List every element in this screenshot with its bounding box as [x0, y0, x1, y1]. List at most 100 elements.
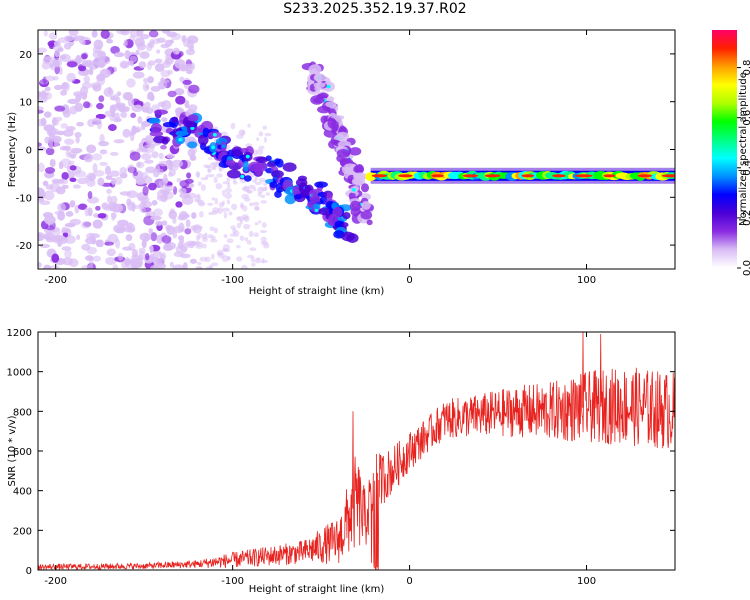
trace-hotspot	[178, 137, 183, 142]
noise-blob	[118, 104, 126, 113]
noise-blob	[224, 187, 232, 194]
y-tick-label: 400	[13, 487, 32, 498]
noise-blob	[96, 73, 106, 82]
noise-blob	[109, 111, 114, 122]
noise-blob	[209, 239, 218, 243]
noise-blob	[74, 132, 82, 138]
noise-blob	[139, 51, 150, 59]
noise-blob	[38, 262, 42, 268]
noise-blob	[76, 177, 88, 185]
noise-blob	[226, 177, 231, 182]
trace-blob	[360, 210, 373, 220]
noise-blob	[97, 50, 106, 59]
noise-blob	[207, 234, 213, 239]
trace-blob	[148, 117, 161, 125]
trace-blob	[149, 130, 164, 137]
noise-blob	[110, 195, 118, 204]
spectrogram-blobs	[38, 30, 675, 269]
noise-blob	[131, 257, 144, 267]
noise-blob	[108, 124, 117, 132]
trace-hotspot	[326, 84, 331, 89]
noise-blob	[57, 202, 67, 212]
noise-blob	[120, 111, 128, 119]
tone-core	[371, 174, 388, 178]
noise-blob	[174, 88, 185, 96]
noise-blob	[150, 232, 158, 242]
noise-blob	[175, 201, 183, 208]
noise-blob	[86, 144, 97, 154]
noise-blob	[211, 167, 217, 171]
noise-blob	[253, 201, 260, 206]
trace-blob	[317, 105, 331, 114]
trace-hotspot	[211, 145, 216, 150]
noise-blob	[177, 235, 185, 241]
noise-blob	[43, 124, 55, 132]
noise-blob	[134, 37, 145, 48]
trace-hotspot	[314, 208, 319, 213]
trace-blob	[353, 177, 364, 186]
noise-blob	[38, 190, 46, 199]
noise-blob	[247, 189, 252, 194]
tone-core	[462, 174, 479, 178]
noise-blob	[75, 136, 80, 144]
noise-blob	[81, 53, 88, 60]
noise-blob	[98, 95, 105, 103]
noise-blob	[84, 206, 89, 217]
noise-blob	[66, 72, 76, 83]
noise-blob	[44, 136, 51, 144]
noise-blob	[110, 151, 119, 156]
noise-blob	[177, 241, 184, 250]
noise-blob	[160, 144, 167, 150]
noise-blob	[45, 225, 56, 231]
noise-blob	[67, 160, 75, 166]
noise-blob	[74, 170, 87, 178]
noise-blob	[182, 79, 192, 85]
noise-blob	[81, 264, 94, 269]
trace-hotspot	[212, 132, 217, 137]
x-tick-label: 100	[577, 275, 596, 286]
x-tick-label: -100	[221, 576, 244, 587]
noise-blob	[99, 149, 108, 155]
noise-blob	[242, 223, 251, 230]
noise-blob	[112, 264, 119, 269]
noise-blob	[148, 30, 159, 38]
trace-blob	[342, 211, 351, 220]
noise-blob	[119, 191, 132, 196]
noise-blob	[251, 262, 256, 267]
noise-blob	[241, 193, 250, 200]
noise-blob	[68, 30, 79, 37]
noise-blob	[230, 122, 236, 130]
noise-blob	[62, 257, 74, 266]
noise-blob	[112, 117, 122, 123]
noise-blob	[151, 257, 161, 264]
trace-blob	[243, 175, 252, 182]
colorbar-tick-label: 0.4	[742, 160, 750, 176]
tone-core	[431, 174, 444, 178]
trace-blob	[366, 219, 373, 226]
noise-blob	[89, 257, 94, 267]
noise-blob	[116, 91, 122, 97]
trace-blob	[175, 130, 189, 137]
noise-blob	[66, 126, 76, 132]
noise-blob	[130, 112, 137, 118]
snr-line	[38, 332, 675, 570]
noise-blob	[79, 92, 88, 100]
noise-blob	[160, 69, 171, 78]
trace-blob	[161, 137, 169, 145]
noise-blob	[53, 234, 66, 242]
noise-blob	[201, 236, 209, 243]
noise-blob	[179, 76, 185, 83]
noise-blob	[146, 143, 156, 149]
noise-blob	[161, 117, 168, 122]
noise-blob	[76, 121, 84, 127]
noise-blob	[172, 217, 177, 224]
noise-blob	[122, 128, 131, 138]
noise-blob	[184, 100, 190, 109]
noise-blob	[218, 202, 225, 208]
noise-blob	[248, 184, 256, 190]
tone-core	[484, 174, 501, 178]
noise-blob	[253, 232, 259, 238]
noise-blob	[107, 195, 112, 204]
noise-blob	[188, 84, 200, 94]
